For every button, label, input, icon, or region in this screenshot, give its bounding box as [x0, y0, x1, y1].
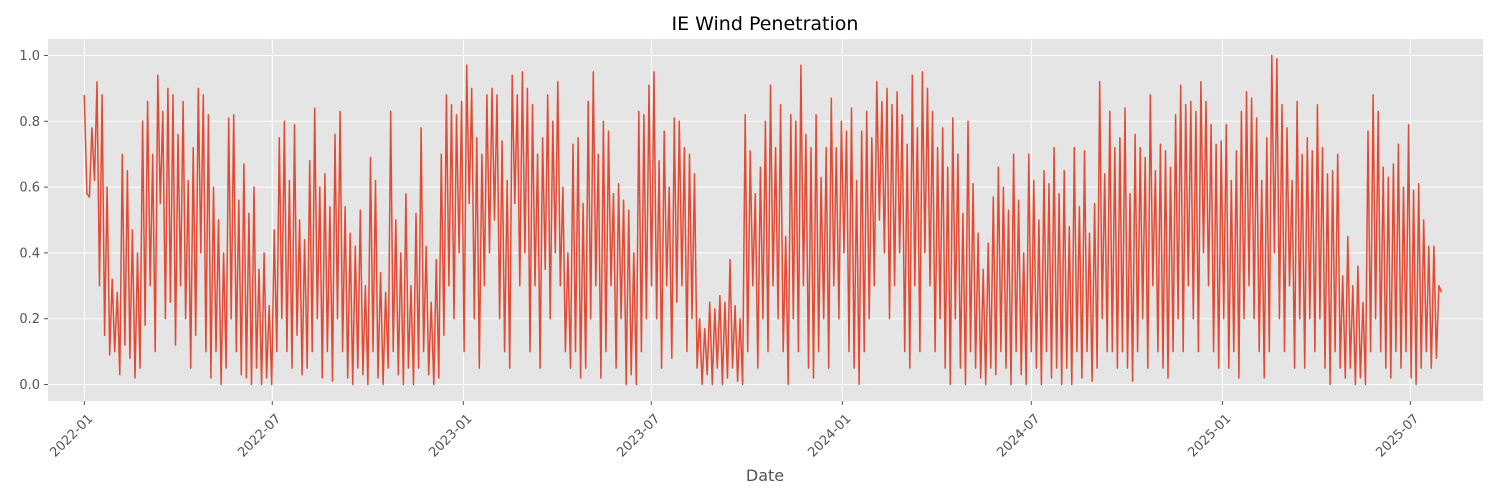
- y-tick-label: 0.0: [19, 378, 40, 393]
- y-tick-label: 0.4: [19, 246, 40, 261]
- x-axis-label: Date: [746, 466, 784, 485]
- series-line-wind-penetration: [83, 54, 1443, 386]
- chart-title: IE Wind Penetration: [672, 13, 859, 35]
- y-tick-label: 1.0: [19, 49, 40, 64]
- y-axis-ticks: 0.0 0.2 0.4 0.6 0.8 1.0: [19, 49, 48, 393]
- y-tick-label: 0.2: [19, 312, 40, 327]
- y-tick-label: 0.6: [19, 181, 40, 196]
- y-tick-label: 0.8: [19, 115, 40, 130]
